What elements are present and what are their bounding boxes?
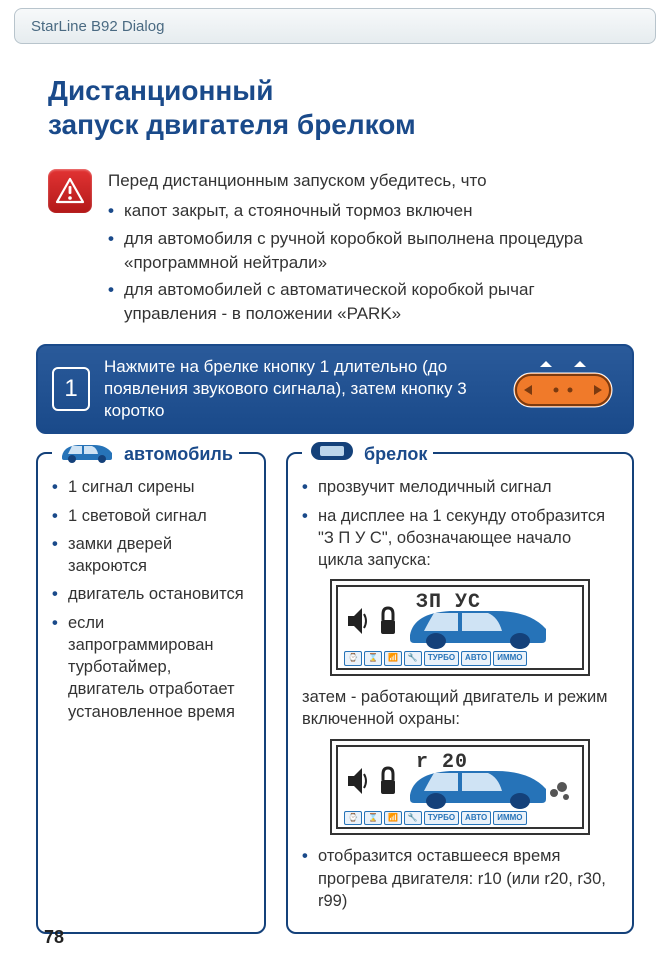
lock-icon	[378, 756, 398, 806]
car-panel-title: автомобиль	[124, 442, 233, 466]
lcd-chip: 🔧	[404, 811, 422, 826]
title-line-1: Дистанционный	[48, 75, 273, 106]
intro-block: Перед дистанционным запуском убедитесь, …	[48, 169, 622, 326]
intro-bullet: для автомобилей с автоматической коробко…	[108, 278, 622, 326]
car-panel-header: автомобиль	[52, 438, 239, 470]
columns: автомобиль 1 сигнал сирены 1 световой си…	[36, 452, 634, 934]
remote-panel-title: брелок	[364, 442, 427, 466]
car-panel: автомобиль 1 сигнал сирены 1 световой си…	[36, 452, 266, 934]
lcd1-text: ЗП УС	[416, 589, 481, 616]
speaker-icon	[344, 596, 372, 646]
lcd-display-1: ЗП УС	[330, 579, 590, 676]
lcd2-text: r 20	[416, 749, 468, 776]
lcd-chip: ТУРБО	[424, 811, 459, 826]
car-icon	[58, 438, 116, 470]
lcd-status-row: ⌚ ⌛ 📶 🔧 ТУРБО АВТО ИММО	[344, 651, 576, 666]
lcd-chip: 🔧	[404, 651, 422, 666]
intro-text: Перед дистанционным запуском убедитесь, …	[108, 169, 622, 326]
lcd-chip: 📶	[384, 811, 402, 826]
list-item: прозвучит мелодичный сигнал	[302, 476, 618, 498]
list-item: если запрограммирован турботаймер, двига…	[52, 612, 250, 723]
lcd-display-2: r 20	[330, 739, 590, 836]
between-text: затем - работающий двигатель и режим вкл…	[302, 686, 618, 731]
lcd-chip: ТУРБО	[424, 651, 459, 666]
lcd-chip: ⌛	[364, 811, 382, 826]
car-panel-list: 1 сигнал сирены 1 световой сигнал замки …	[52, 476, 250, 723]
page-number: 78	[44, 927, 64, 948]
lock-icon	[378, 596, 398, 646]
remote-panel: брелок прозвучит мелодичный сигнал на ди…	[286, 452, 634, 934]
list-item: замки дверей закроются	[52, 533, 250, 578]
lcd-chip: ⌚	[344, 811, 362, 826]
lcd-chip: ИММО	[493, 651, 526, 666]
warning-icon	[48, 169, 92, 213]
lcd-chip: ⌛	[364, 651, 382, 666]
lcd-chip: АВТО	[461, 811, 491, 826]
lcd-chip: 📶	[384, 651, 402, 666]
lcd-chip: ⌚	[344, 651, 362, 666]
intro-lead: Перед дистанционным запуском убедитесь, …	[108, 169, 622, 193]
remote-panel-header: брелок	[302, 438, 433, 470]
remote-list-top: прозвучит мелодичный сигнал на дисплее н…	[302, 476, 618, 571]
step-text: Нажмите на брелке кнопку 1 длительно (до…	[104, 356, 494, 422]
list-item: 1 сигнал сирены	[52, 476, 250, 498]
list-item: на дисплее на 1 секунду отобразится "З П…	[302, 505, 618, 572]
lcd-status-row: ⌚ ⌛ 📶 🔧 ТУРБО АВТО ИММО	[344, 811, 576, 826]
intro-list: капот закрыт, а стояночный тормоз включе…	[108, 199, 622, 326]
step-box: 1 Нажмите на брелке кнопку 1 длительно (…	[36, 344, 634, 434]
intro-bullet: для автомобиля с ручной коробкой выполне…	[108, 227, 622, 275]
list-item: двигатель остановится	[52, 583, 250, 605]
title-line-2: запуск двигателя брелком	[48, 109, 416, 140]
speaker-icon	[344, 756, 372, 806]
intro-bullet: капот закрыт, а стояночный тормоз включе…	[108, 199, 622, 223]
step-number: 1	[52, 367, 90, 411]
list-item: 1 световой сигнал	[52, 505, 250, 527]
page-title: Дистанционный запуск двигателя брелком	[48, 74, 670, 141]
remote-illustration	[508, 359, 618, 420]
product-name: StarLine B92 Dialog	[31, 18, 164, 35]
remote-list-bottom: отобразится оставшееся время прогрева дв…	[302, 845, 618, 912]
lcd-chip: АВТО	[461, 651, 491, 666]
lcd-chip: ИММО	[493, 811, 526, 826]
header-bar: StarLine B92 Dialog	[14, 8, 656, 44]
keyfob-icon	[308, 438, 356, 470]
list-item: отобразится оставшееся время прогрева дв…	[302, 845, 618, 912]
